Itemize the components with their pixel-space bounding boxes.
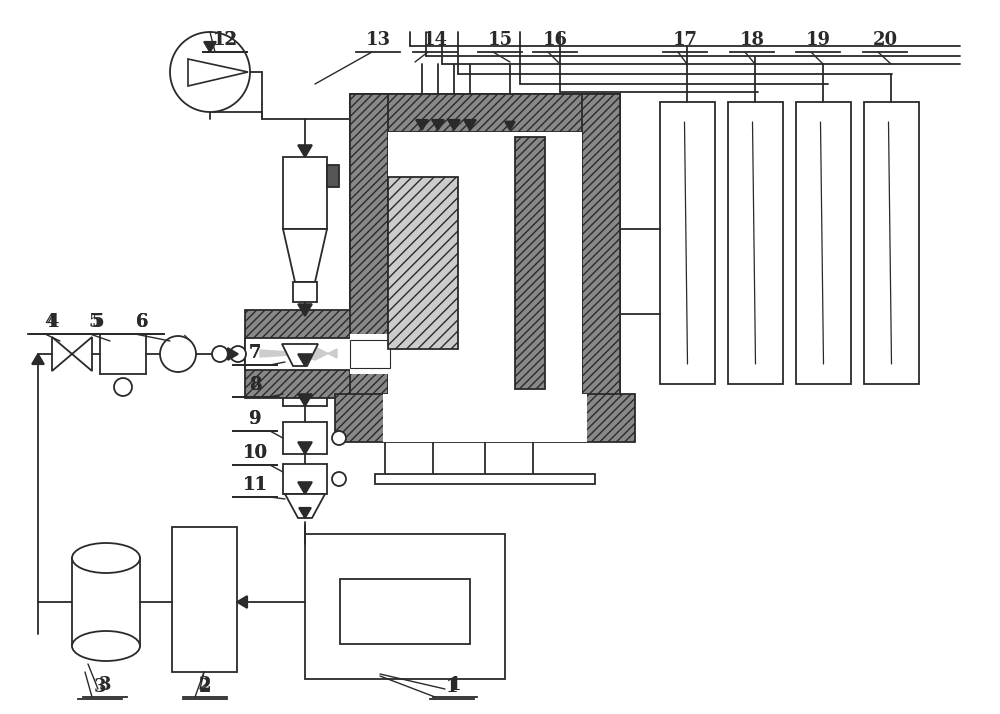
Text: 4: 4 <box>46 313 58 331</box>
Text: 3: 3 <box>94 678 106 696</box>
Bar <box>375 474 595 484</box>
Circle shape <box>332 431 346 445</box>
Bar <box>350 340 390 368</box>
Bar <box>515 137 545 389</box>
Bar <box>327 165 339 187</box>
Bar <box>293 282 317 302</box>
Polygon shape <box>298 482 312 494</box>
Text: 11: 11 <box>243 476 268 494</box>
Polygon shape <box>32 354 44 364</box>
Polygon shape <box>505 121 515 130</box>
Bar <box>100 334 146 374</box>
Polygon shape <box>72 337 92 371</box>
Bar <box>350 94 620 132</box>
Text: 1: 1 <box>446 678 458 696</box>
Polygon shape <box>285 494 325 518</box>
Bar <box>796 102 851 384</box>
Polygon shape <box>432 120 444 130</box>
Polygon shape <box>298 145 312 157</box>
Bar <box>864 102 919 384</box>
Bar <box>340 579 470 644</box>
Text: 4: 4 <box>44 313 56 331</box>
Text: 1: 1 <box>449 676 461 694</box>
Text: 10: 10 <box>242 444 268 462</box>
Bar <box>728 102 783 384</box>
Polygon shape <box>464 120 476 130</box>
Text: 5: 5 <box>92 313 104 331</box>
Bar <box>283 376 327 406</box>
Text: 8: 8 <box>249 376 261 394</box>
Text: 9: 9 <box>249 410 261 428</box>
Text: 12: 12 <box>213 31 238 49</box>
Circle shape <box>160 336 196 372</box>
Text: 13: 13 <box>366 31 391 49</box>
Text: 9: 9 <box>249 410 261 428</box>
Text: 12: 12 <box>213 31 238 49</box>
Polygon shape <box>204 42 216 52</box>
Text: 7: 7 <box>249 344 261 362</box>
Text: 18: 18 <box>740 31 765 49</box>
Text: 2: 2 <box>199 676 211 694</box>
Bar <box>385 442 433 477</box>
Bar <box>72 558 140 646</box>
Ellipse shape <box>72 631 140 661</box>
Text: 17: 17 <box>672 31 698 49</box>
Bar <box>350 334 388 374</box>
Text: 19: 19 <box>806 31 830 49</box>
Bar <box>283 464 327 494</box>
Text: 10: 10 <box>242 444 268 462</box>
Polygon shape <box>298 304 312 316</box>
Polygon shape <box>237 596 247 608</box>
Polygon shape <box>298 442 312 454</box>
Bar <box>283 422 327 454</box>
Text: 6: 6 <box>136 313 148 331</box>
Polygon shape <box>448 120 460 130</box>
Polygon shape <box>298 394 312 406</box>
Bar <box>388 177 458 349</box>
Circle shape <box>212 346 228 362</box>
Bar <box>245 338 437 370</box>
Text: 8: 8 <box>249 376 261 394</box>
Polygon shape <box>416 120 428 130</box>
Text: 3: 3 <box>99 676 111 694</box>
Text: 11: 11 <box>243 476 268 494</box>
Bar <box>582 94 620 432</box>
Text: 15: 15 <box>487 31 513 49</box>
Circle shape <box>170 32 250 112</box>
Bar <box>350 394 620 432</box>
Polygon shape <box>282 344 318 366</box>
Polygon shape <box>228 348 238 360</box>
Text: 14: 14 <box>422 31 448 49</box>
Text: 6: 6 <box>136 313 148 331</box>
Circle shape <box>230 346 246 362</box>
Bar <box>305 534 505 679</box>
Bar <box>660 102 715 384</box>
Text: 7: 7 <box>249 344 261 362</box>
Polygon shape <box>285 341 325 366</box>
Bar <box>335 394 635 442</box>
Bar <box>383 394 587 442</box>
Text: 20: 20 <box>872 31 898 49</box>
Polygon shape <box>260 347 337 360</box>
Circle shape <box>114 378 132 396</box>
Bar <box>388 132 582 394</box>
Bar <box>350 94 388 432</box>
Polygon shape <box>52 337 72 371</box>
Bar <box>283 157 327 229</box>
Polygon shape <box>298 354 312 366</box>
Ellipse shape <box>72 543 140 573</box>
Bar <box>350 94 620 432</box>
Polygon shape <box>299 508 311 518</box>
Text: 2: 2 <box>199 678 211 696</box>
Bar <box>172 527 237 672</box>
Text: 5: 5 <box>89 313 101 331</box>
Polygon shape <box>283 229 327 282</box>
Bar <box>485 442 533 477</box>
Bar <box>245 310 437 398</box>
Circle shape <box>332 472 346 486</box>
Text: 16: 16 <box>542 31 568 49</box>
